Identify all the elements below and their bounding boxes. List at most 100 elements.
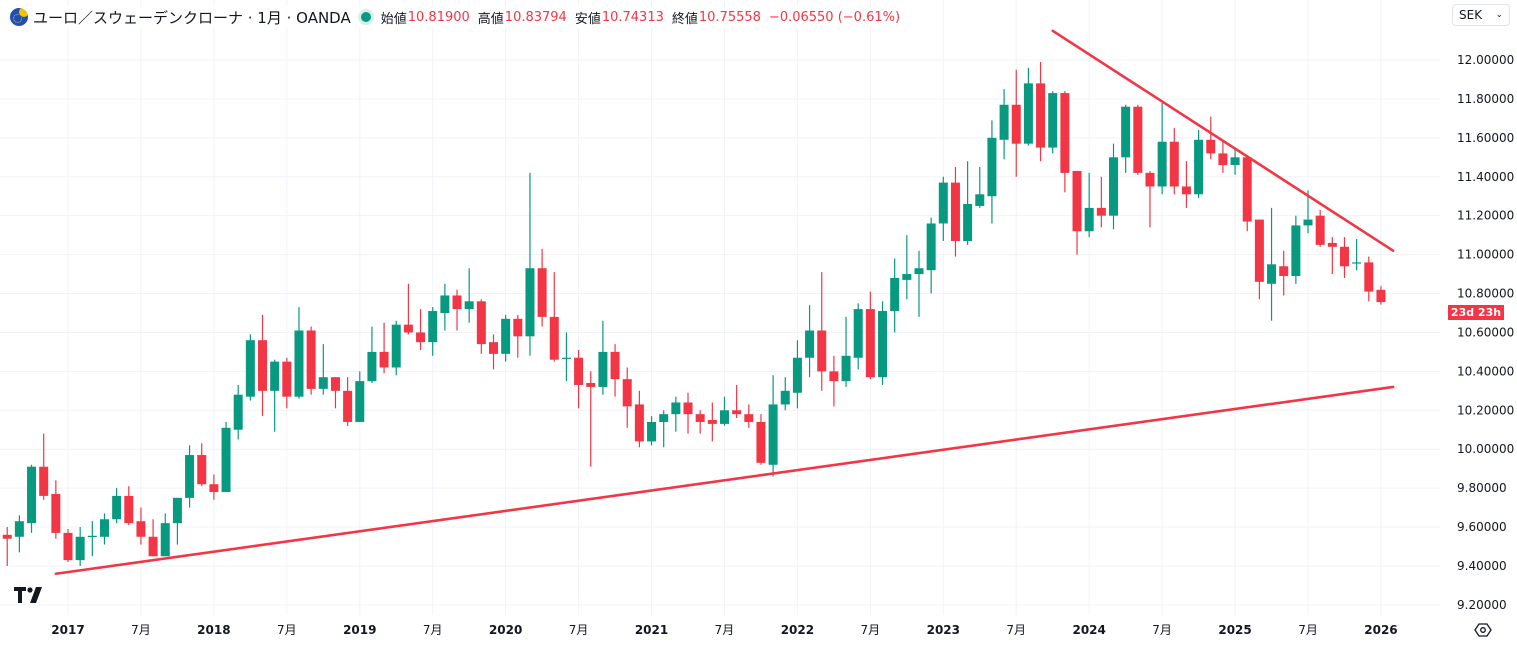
candle-2024-09 <box>1181 161 1191 208</box>
candle-2018-04 <box>245 334 255 401</box>
candle-2018-09 <box>306 326 316 395</box>
time-tick-label: 2018 <box>197 623 230 637</box>
candle-body <box>391 324 401 368</box>
candle-body <box>1206 139 1216 154</box>
candle-2022-04 <box>829 355 839 407</box>
candle-body <box>172 497 182 524</box>
candle-body <box>1133 106 1143 173</box>
candle-2025-08 <box>1315 209 1325 247</box>
candle-2025-10 <box>1339 237 1349 278</box>
candle-2017-09 <box>160 513 170 557</box>
candle-body <box>403 324 413 333</box>
candle-2025-05 <box>1279 250 1289 296</box>
candle-2020-04 <box>537 248 547 327</box>
candle-body <box>805 330 815 358</box>
candle-body <box>647 421 657 442</box>
candle-body <box>574 357 584 385</box>
close-value: 10.75558 <box>698 9 761 25</box>
candle-body <box>75 536 85 561</box>
candle-body <box>1254 219 1264 282</box>
candle-2017-12 <box>197 443 207 487</box>
candle-body <box>744 414 754 422</box>
low-label: 安値 <box>574 11 601 27</box>
candle-2021-06 <box>707 402 717 442</box>
candle-2023-01 <box>938 176 948 241</box>
candle-2024-08 <box>1169 128 1179 195</box>
currency-selector[interactable]: SEK ⌄ <box>1452 4 1510 26</box>
candle-2018-03 <box>233 384 243 440</box>
candle-body <box>890 277 900 312</box>
candle-2022-05 <box>841 316 851 387</box>
candle-body <box>1181 186 1191 195</box>
candle-2022-10 <box>902 235 912 300</box>
candle-body <box>367 351 377 382</box>
candle-body <box>695 414 705 422</box>
time-axis[interactable]: 2017 7月 2018 7月 2019 7月 2020 7月 2021 7月 2022 7月 2023… <box>51 623 1397 637</box>
support-trendline[interactable] <box>54 385 1395 576</box>
candle-body <box>1352 262 1362 264</box>
candle-body <box>1072 170 1082 232</box>
candle-body <box>14 521 24 537</box>
candle-2020-05 <box>549 272 559 362</box>
candle-2023-02 <box>950 167 960 257</box>
candle-body <box>51 493 61 533</box>
candle-2023-11 <box>1060 91 1070 193</box>
candle-body <box>1023 83 1033 144</box>
candle-2023-12 <box>1072 170 1082 255</box>
candle-2025-12 <box>1364 256 1374 302</box>
candle-body <box>306 330 316 389</box>
candle-2025-04 <box>1267 207 1277 321</box>
candle-body <box>428 311 438 343</box>
settings-icon[interactable] <box>1474 621 1492 639</box>
candle-2018-05 <box>258 314 268 417</box>
candle-2017-04 <box>99 513 109 545</box>
trendlines[interactable] <box>54 29 1395 576</box>
candle-body <box>817 330 827 372</box>
candle-body <box>1327 242 1337 247</box>
candle-2023-03 <box>963 161 973 245</box>
candle-2025-07 <box>1303 190 1313 234</box>
candle-2024-06 <box>1145 170 1155 228</box>
candle-body <box>683 402 693 415</box>
candle-body <box>561 357 571 359</box>
candle-2025-09 <box>1327 237 1337 275</box>
candle-2019-06 <box>416 309 426 350</box>
candle-body <box>282 361 292 397</box>
candle-body <box>464 301 474 310</box>
candle-body <box>999 104 1009 140</box>
time-tick-label: 2021 <box>635 623 668 637</box>
candle-body <box>1315 215 1325 245</box>
candle-2021-09 <box>744 404 754 428</box>
candle-body <box>914 268 924 275</box>
candle-body <box>245 340 255 397</box>
candle-body <box>841 355 851 382</box>
candle-body <box>63 532 73 561</box>
price-tick-label: 10.80000 <box>1457 287 1514 301</box>
candle-body <box>768 404 778 465</box>
candle-body <box>2 534 12 539</box>
candle-2026-01 <box>1376 286 1386 305</box>
candle-2021-03 <box>671 396 681 432</box>
candle-2024-03 <box>1109 143 1119 230</box>
price-axis[interactable]: 12.00000 11.80000 11.60000 11.40000 11.20000… <box>1457 53 1514 612</box>
tradingview-logo[interactable] <box>14 586 46 608</box>
symbol-title[interactable]: ユーロ／スウェーデンクローナ · 1月 · OANDA <box>33 8 351 27</box>
candle-body <box>318 377 328 389</box>
resistance-trendline[interactable] <box>1051 29 1395 253</box>
candle-2016-11 <box>39 433 49 500</box>
candle-body <box>1279 266 1289 277</box>
candle-body <box>1376 289 1386 303</box>
candle-2023-10 <box>1048 91 1058 154</box>
eur-sek-flag-icon <box>10 8 28 26</box>
candle-body <box>622 379 632 407</box>
candle-body <box>537 268 547 317</box>
candle-body <box>440 295 450 313</box>
candle-2021-10 <box>756 414 766 465</box>
candle-2020-06 <box>561 332 571 382</box>
candle-2020-08 <box>586 371 596 467</box>
time-tick-label: 7月 <box>1006 623 1026 637</box>
price-tick-label: 11.00000 <box>1457 248 1514 262</box>
candle-2024-07 <box>1157 102 1167 195</box>
candle-body <box>1048 93 1058 148</box>
